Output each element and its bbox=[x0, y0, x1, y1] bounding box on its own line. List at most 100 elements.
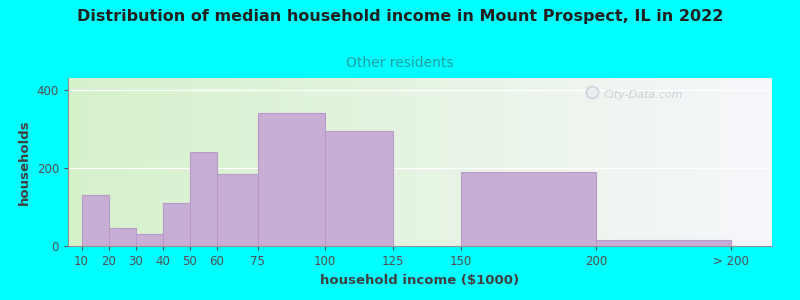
Bar bbox=[390, 78, 392, 246]
Bar bbox=[568, 78, 570, 246]
Bar bbox=[148, 78, 150, 246]
Bar bbox=[704, 78, 706, 246]
Bar bbox=[709, 78, 711, 246]
Bar bbox=[106, 78, 108, 246]
Bar bbox=[474, 78, 476, 246]
Bar bbox=[441, 78, 443, 246]
Bar bbox=[261, 78, 262, 246]
Bar bbox=[664, 78, 666, 246]
Bar bbox=[202, 78, 204, 246]
Bar bbox=[399, 78, 402, 246]
Bar bbox=[711, 78, 714, 246]
Bar bbox=[523, 78, 526, 246]
Bar bbox=[430, 78, 432, 246]
Bar bbox=[694, 78, 697, 246]
Bar bbox=[666, 78, 669, 246]
Bar bbox=[551, 78, 554, 246]
Bar bbox=[690, 78, 692, 246]
Bar bbox=[488, 78, 490, 246]
Bar bbox=[277, 78, 279, 246]
Bar bbox=[467, 78, 470, 246]
Bar bbox=[136, 78, 138, 246]
Text: City-Data.com: City-Data.com bbox=[603, 90, 682, 100]
Bar bbox=[453, 78, 455, 246]
Bar bbox=[314, 78, 317, 246]
Bar bbox=[146, 78, 148, 246]
Bar bbox=[370, 78, 373, 246]
Bar bbox=[578, 78, 579, 246]
Bar bbox=[434, 78, 437, 246]
Bar bbox=[143, 78, 146, 246]
Bar bbox=[495, 78, 498, 246]
Bar bbox=[502, 78, 505, 246]
Bar bbox=[392, 78, 394, 246]
Bar bbox=[217, 174, 258, 246]
Bar bbox=[335, 78, 338, 246]
Bar bbox=[197, 78, 199, 246]
Bar bbox=[720, 78, 722, 246]
Bar bbox=[608, 78, 610, 246]
Bar bbox=[533, 78, 535, 246]
Bar bbox=[613, 78, 614, 246]
Text: Distribution of median household income in Mount Prospect, IL in 2022: Distribution of median household income … bbox=[77, 9, 723, 24]
Bar bbox=[730, 78, 732, 246]
Bar bbox=[462, 78, 465, 246]
Bar bbox=[654, 78, 657, 246]
Bar bbox=[598, 78, 601, 246]
Bar bbox=[669, 78, 671, 246]
Bar bbox=[254, 78, 256, 246]
Bar bbox=[178, 78, 181, 246]
Bar bbox=[221, 78, 223, 246]
Bar bbox=[699, 78, 702, 246]
Bar bbox=[364, 78, 366, 246]
Bar bbox=[206, 78, 209, 246]
Bar bbox=[657, 78, 659, 246]
Bar bbox=[68, 78, 70, 246]
Bar bbox=[118, 78, 120, 246]
Bar bbox=[458, 78, 460, 246]
Bar bbox=[171, 78, 174, 246]
Bar bbox=[476, 78, 478, 246]
Bar bbox=[770, 78, 772, 246]
Bar bbox=[734, 78, 737, 246]
Bar bbox=[563, 78, 566, 246]
Bar bbox=[460, 78, 462, 246]
Bar bbox=[115, 78, 118, 246]
Bar bbox=[601, 78, 603, 246]
Bar bbox=[362, 78, 364, 246]
Bar bbox=[418, 78, 420, 246]
Bar bbox=[526, 78, 528, 246]
Bar bbox=[646, 78, 648, 246]
Bar bbox=[570, 78, 573, 246]
Bar bbox=[425, 78, 427, 246]
Bar bbox=[239, 78, 242, 246]
Bar bbox=[214, 78, 216, 246]
Bar bbox=[373, 78, 375, 246]
Bar bbox=[190, 78, 192, 246]
Bar bbox=[136, 234, 162, 246]
Bar bbox=[279, 78, 282, 246]
Bar bbox=[422, 78, 425, 246]
Y-axis label: households: households bbox=[18, 119, 31, 205]
Bar bbox=[739, 78, 742, 246]
Bar bbox=[584, 78, 586, 246]
Bar bbox=[98, 78, 101, 246]
Bar bbox=[155, 78, 157, 246]
Bar bbox=[402, 78, 403, 246]
Bar bbox=[617, 78, 619, 246]
Bar bbox=[150, 78, 153, 246]
Bar bbox=[109, 228, 136, 246]
Bar bbox=[169, 78, 171, 246]
Bar bbox=[535, 78, 538, 246]
Bar bbox=[199, 78, 202, 246]
Bar bbox=[514, 78, 516, 246]
Bar bbox=[244, 78, 246, 246]
Bar bbox=[186, 78, 188, 246]
Bar bbox=[516, 78, 518, 246]
Bar bbox=[648, 78, 650, 246]
Bar bbox=[73, 78, 75, 246]
Bar bbox=[448, 78, 450, 246]
Bar bbox=[272, 78, 274, 246]
Bar bbox=[643, 78, 646, 246]
Bar bbox=[300, 78, 302, 246]
